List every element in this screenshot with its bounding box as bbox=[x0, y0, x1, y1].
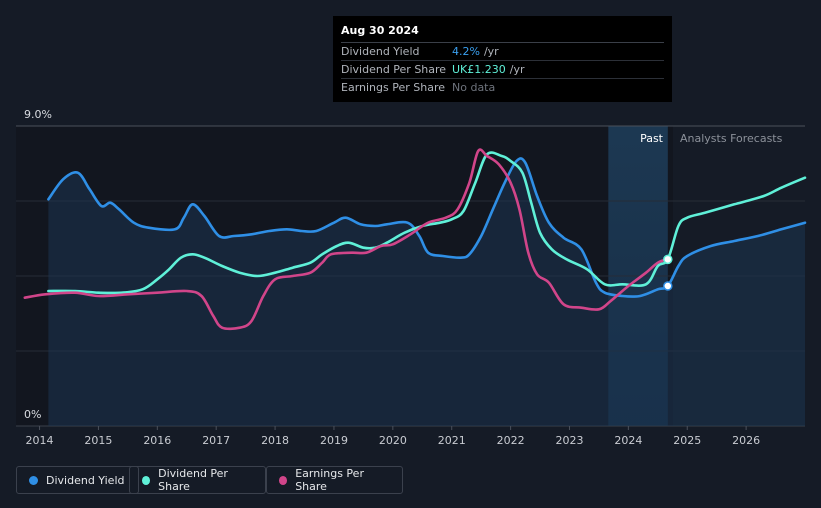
x-axis-ticks: 2014 2015 2016 2017 2018 2019 2020 2021 2022 2023… bbox=[26, 426, 760, 447]
dividend-yield-marker bbox=[663, 281, 673, 291]
x-tick-label: 2024 bbox=[614, 434, 642, 447]
x-tick-label: 2015 bbox=[84, 434, 112, 447]
x-tick-label: 2020 bbox=[379, 434, 407, 447]
legend-dot-icon bbox=[279, 475, 288, 485]
x-tick-label: 2021 bbox=[438, 434, 466, 447]
earnings-per-share-line bbox=[23, 148, 670, 331]
tooltip-unit: /yr bbox=[509, 63, 525, 76]
dividend-yield-line bbox=[47, 157, 807, 298]
tooltip-unit: /yr bbox=[483, 45, 499, 58]
hover-tooltip: Aug 30 2024 Dividend Yield 4.2% /yr Divi… bbox=[333, 16, 672, 102]
legend-label: Earnings Per Share bbox=[295, 467, 364, 493]
tooltip-value: 4.2% bbox=[452, 45, 480, 58]
legend-label: Dividend Per Share bbox=[158, 467, 228, 493]
tooltip-row-dividend-yield: Dividend Yield 4.2% /yr bbox=[341, 43, 664, 61]
legend-dividend-yield[interactable]: Dividend Yield bbox=[16, 466, 139, 494]
dividend-yield-area bbox=[48, 158, 805, 426]
x-tick-label: 2018 bbox=[261, 434, 289, 447]
tooltip-label: Dividend Per Share bbox=[341, 63, 447, 76]
y-tick-label-top: 9.0% bbox=[24, 108, 52, 121]
x-tick-label: 2026 bbox=[732, 434, 760, 447]
legend-dot-icon bbox=[142, 475, 151, 485]
dividend-per-share-line bbox=[47, 151, 807, 295]
forecast-region-label: Analysts Forecasts bbox=[680, 132, 783, 145]
past-region-label: Past bbox=[640, 132, 664, 145]
tooltip-value: No data bbox=[452, 81, 496, 94]
x-tick-label: 2022 bbox=[497, 434, 525, 447]
x-tick-label: 2017 bbox=[202, 434, 230, 447]
series-fills bbox=[48, 158, 805, 426]
x-tick-label: 2023 bbox=[555, 434, 583, 447]
x-tick-label: 2016 bbox=[143, 434, 171, 447]
tooltip-row-dividend-per-share: Dividend Per Share UK£1.230 /yr bbox=[341, 61, 664, 79]
dividend-per-share-marker bbox=[663, 254, 673, 265]
x-tick-label: 2025 bbox=[673, 434, 701, 447]
legend-dot-icon bbox=[29, 475, 38, 485]
series-markers bbox=[663, 254, 673, 291]
x-tick-label: 2014 bbox=[26, 434, 54, 447]
legend-label: Dividend Yield bbox=[46, 473, 125, 487]
legend-earnings-per-share[interactable]: Earnings Per Share bbox=[266, 466, 403, 494]
tooltip-row-earnings-per-share: Earnings Per Share No data bbox=[341, 79, 664, 96]
tooltip-label: Dividend Yield bbox=[341, 45, 420, 58]
tooltip-label: Earnings Per Share bbox=[341, 81, 446, 94]
tooltip-date: Aug 30 2024 bbox=[341, 22, 664, 43]
x-tick-label: 2019 bbox=[320, 434, 348, 447]
y-tick-label-bottom: 0% bbox=[24, 408, 41, 421]
series-lines bbox=[23, 148, 807, 331]
tooltip-value: UK£1.230 bbox=[452, 63, 506, 76]
legend-dividend-per-share[interactable]: Dividend Per Share bbox=[129, 466, 266, 494]
